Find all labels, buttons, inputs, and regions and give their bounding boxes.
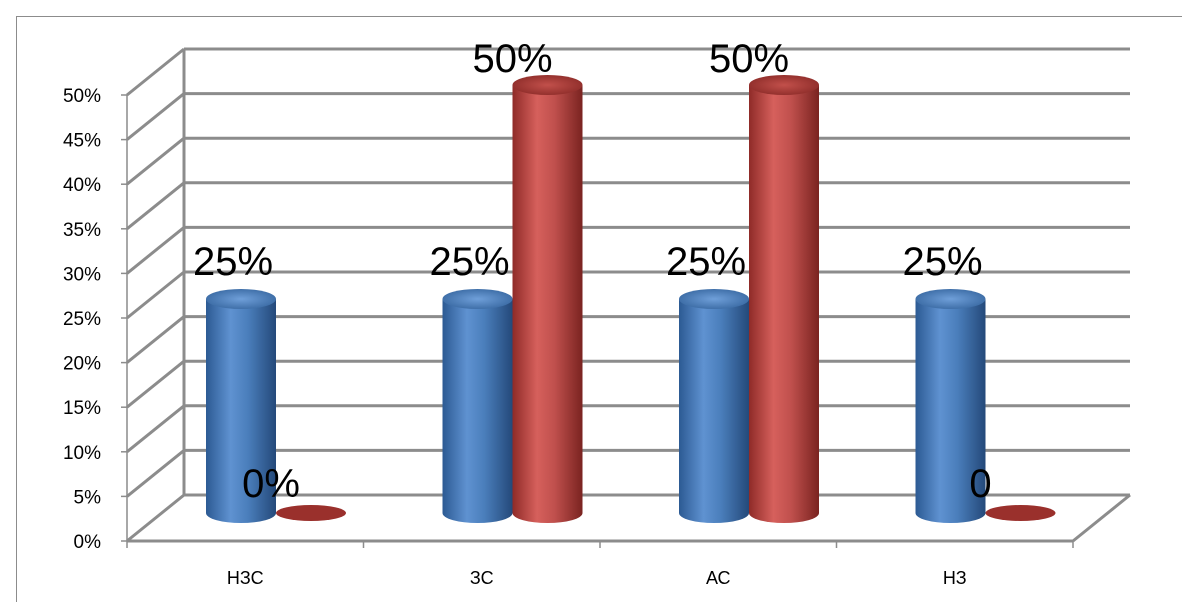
data-label: 50% — [709, 37, 789, 81]
x-category-label: НЗ — [943, 568, 967, 588]
y-tick-label: 10% — [63, 443, 101, 464]
bar-body — [749, 85, 819, 523]
gridline-side — [126, 493, 185, 543]
bar-series-1 — [206, 289, 276, 523]
data-label: 0 — [969, 462, 991, 506]
data-label: 25% — [902, 240, 982, 284]
bar-body — [679, 299, 749, 523]
y-tick-label: 50% — [63, 86, 101, 107]
gridline-side — [126, 92, 185, 141]
x-category-label: АС — [706, 568, 731, 588]
gridline-side — [126, 181, 185, 230]
bar-top — [512, 75, 583, 95]
y-tick-label: 45% — [63, 131, 101, 152]
data-label: 50% — [472, 37, 552, 81]
gridline-side — [126, 226, 185, 275]
data-label: 25% — [193, 240, 273, 284]
y-tick-label: 25% — [63, 309, 101, 330]
y-tick-label: 15% — [63, 398, 101, 419]
bar-series-1 — [442, 289, 513, 523]
bar-series-1 — [679, 289, 749, 523]
bar-body — [915, 299, 986, 523]
x-category-label: ЗС — [470, 568, 494, 588]
y-tick-label: 0% — [74, 532, 102, 553]
bar-zero-disc — [276, 505, 346, 521]
data-label: 25% — [666, 240, 746, 284]
bar-top — [206, 289, 276, 309]
bar-series-2 — [276, 505, 346, 521]
bar-series-2 — [512, 75, 583, 523]
gridline-side — [126, 315, 185, 364]
bar-top — [749, 75, 819, 95]
bar-body — [512, 85, 583, 523]
data-label: 0% — [242, 462, 300, 506]
bar-top — [915, 289, 986, 309]
bar-top — [442, 289, 513, 309]
chart-frame — [16, 16, 1182, 602]
bar-series-2 — [749, 75, 819, 523]
bar-body — [442, 299, 513, 523]
gridline-side — [126, 270, 185, 320]
gridline-side — [126, 360, 185, 409]
y-tick-label: 5% — [74, 487, 102, 508]
y-tick-label: 20% — [63, 354, 101, 375]
bar-zero-disc — [985, 505, 1056, 521]
bar-series-2 — [985, 505, 1056, 521]
gridline-side — [126, 137, 185, 186]
floor-right-edge — [1072, 493, 1131, 543]
gridline-side — [126, 449, 185, 498]
x-category-label: НЗС — [227, 568, 264, 588]
gridline-side — [126, 47, 185, 97]
bar-top — [679, 289, 749, 309]
y-tick-label: 30% — [63, 264, 101, 285]
bar-series-1 — [915, 289, 986, 523]
gridline-side — [126, 404, 185, 453]
y-tick-label: 40% — [63, 175, 101, 196]
data-label: 25% — [429, 240, 509, 284]
y-tick-label: 35% — [63, 220, 101, 241]
bar-body — [206, 299, 276, 523]
